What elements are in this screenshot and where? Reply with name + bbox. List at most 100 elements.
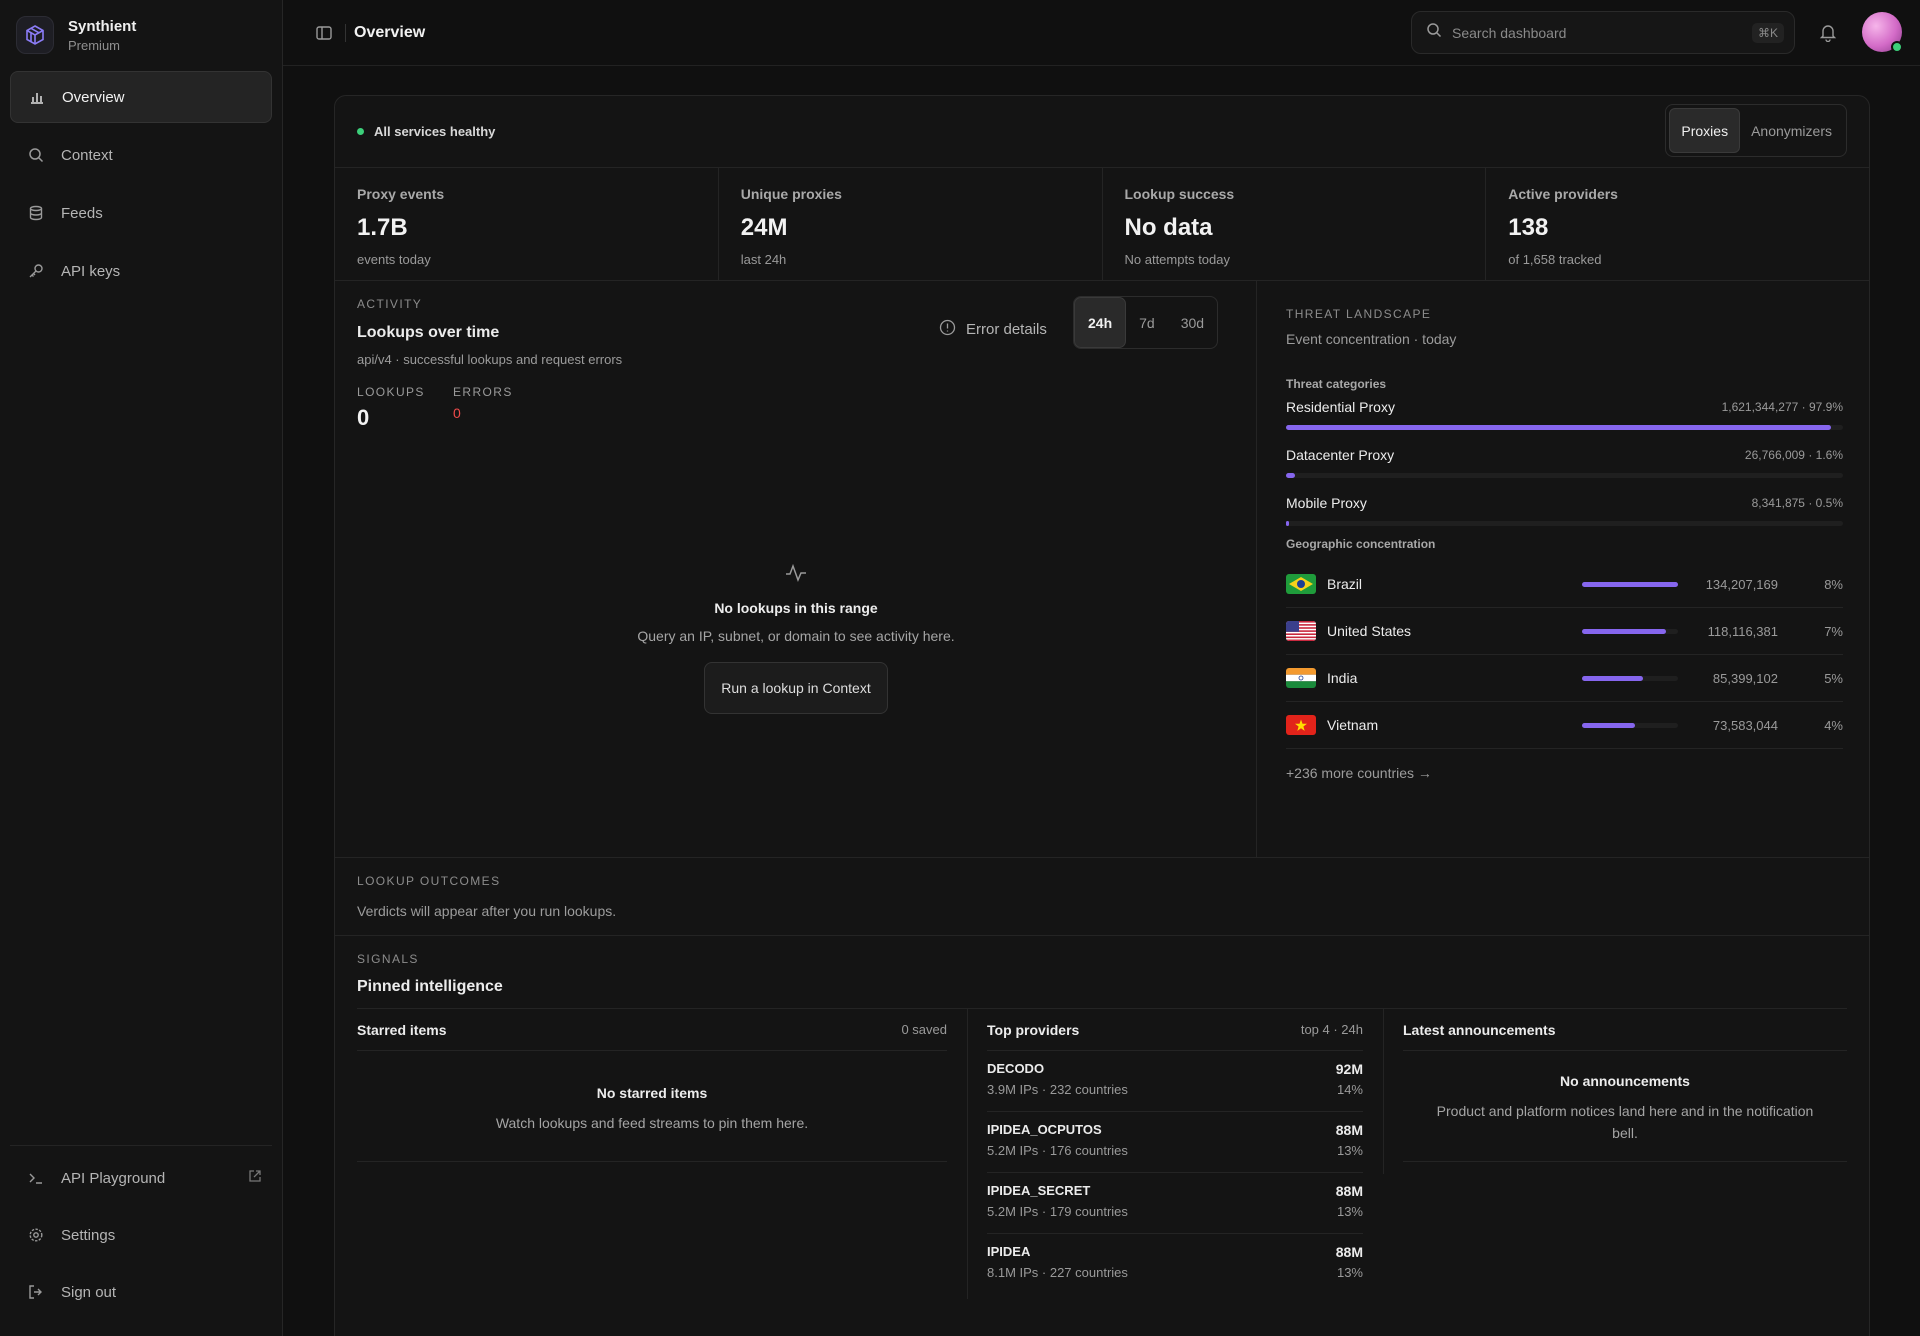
empty-title: No starred items: [596, 1085, 708, 1101]
provider-sub: 3.9M IPs · 232 countries: [987, 1082, 1128, 1097]
provider-pct: 13%: [1336, 1265, 1363, 1280]
country-bar: [1582, 676, 1678, 681]
kpi-sub: events today: [357, 252, 431, 267]
metric-value: 0: [357, 405, 370, 430]
country-row-brazil[interactable]: Brazil 134,207,169 8%: [1286, 561, 1843, 608]
category-name: Residential Proxy: [1286, 399, 1395, 415]
provider-name: DECODO: [987, 1061, 1045, 1076]
range-30d[interactable]: 30d: [1180, 314, 1205, 331]
country-name: United States: [1327, 623, 1412, 639]
country-pct: 7%: [1824, 623, 1843, 639]
provider-row[interactable]: DECODO 3.9M IPs · 232 countries 92M 14%: [987, 1051, 1363, 1112]
kpi-lookup-success: Lookup success No data No attempts today: [1103, 168, 1487, 280]
activity-pulse-icon: [335, 563, 1257, 588]
kpi-proxy-events: Proxy events 1.7B events today: [335, 168, 719, 280]
online-status-dot: [1891, 41, 1903, 53]
provider-row[interactable]: IPIDEA 8.1M IPs · 227 countries 88M 13%: [987, 1234, 1363, 1295]
sidebar-toggle-icon[interactable]: [315, 24, 333, 42]
sidebar-item-sign-out[interactable]: Sign out: [10, 1266, 272, 1318]
sidebar-item-api-keys[interactable]: API keys: [10, 245, 272, 297]
sidebar-item-context[interactable]: Context: [10, 129, 272, 181]
sidebar-item-label: Sign out: [61, 1283, 117, 1301]
card-title: Starred items: [357, 1021, 447, 1038]
info-circle-icon: [939, 319, 956, 340]
country-bar: [1582, 582, 1678, 587]
lookup-outcomes-section: LOOKUP OUTCOMES Verdicts will appear aft…: [335, 858, 1869, 936]
empty-state: No announcements Product and platform no…: [1403, 1051, 1847, 1162]
signals-columns: Starred items 0 saved No starred items W…: [357, 1008, 1847, 1313]
avatar[interactable]: [1862, 12, 1903, 53]
kpi-row: Proxy events 1.7B events today Unique pr…: [335, 168, 1869, 281]
brand[interactable]: Synthient Premium: [16, 16, 136, 54]
divider: [345, 23, 346, 42]
more-countries-link[interactable]: +236 more countries →: [1286, 765, 1432, 781]
card-title: Top providers: [987, 1021, 1080, 1038]
column-divider: [1383, 1009, 1384, 1174]
sidebar-item-label: Feeds: [61, 204, 103, 222]
empty-title: No announcements: [1560, 1073, 1690, 1089]
vietnam-flag-icon: [1286, 715, 1316, 735]
category-bar-fill: [1286, 425, 1832, 430]
metric-label: LOOKUPS: [357, 385, 425, 399]
middle-section: ACTIVITY Lookups over time api/v4 · succ…: [335, 281, 1869, 858]
kpi-label: Proxy events: [357, 186, 445, 202]
card-header: Starred items 0 saved: [357, 1009, 947, 1051]
provider-value: 88M: [1335, 1244, 1363, 1260]
sidebar-item-label: Overview: [62, 88, 125, 106]
sidebar-item-api-playground[interactable]: API Playground: [10, 1152, 272, 1204]
sidebar-bottom-nav: API Playground Settings Sign out: [10, 1145, 272, 1323]
category-name: Datacenter Proxy: [1286, 447, 1395, 463]
brazil-flag-icon: [1286, 574, 1316, 594]
errors-metric: ERRORS 0: [453, 385, 513, 421]
country-bar-fill: [1582, 676, 1644, 681]
activity-card: ACTIVITY Lookups over time api/v4 · succ…: [335, 281, 1257, 857]
kpi-value: 138: [1508, 214, 1549, 241]
run-lookup-button[interactable]: Run a lookup in Context: [704, 662, 888, 714]
provider-sub: 8.1M IPs · 227 countries: [987, 1265, 1128, 1280]
country-row-united-states[interactable]: United States 118,116,381 7%: [1286, 608, 1843, 655]
provider-row[interactable]: IPIDEA_OCPUTOS 5.2M IPs · 176 countries …: [987, 1112, 1363, 1173]
search-box[interactable]: ⌘K: [1411, 11, 1795, 54]
error-details-label: Error details: [966, 321, 1047, 338]
category-value: 8,341,875 · 0.5%: [1751, 496, 1843, 510]
bell-icon[interactable]: [1818, 22, 1838, 43]
provider-pct: 13%: [1336, 1204, 1363, 1219]
threat-categories-label: Threat categories: [1286, 377, 1387, 391]
kpi-label: Unique proxies: [740, 186, 842, 202]
provider-value: 92M: [1335, 1061, 1363, 1077]
range-24h[interactable]: 24h: [1074, 297, 1127, 348]
tab-anonymizers[interactable]: Anonymizers: [1751, 122, 1832, 139]
country-row-india[interactable]: India 85,399,102 5%: [1286, 655, 1843, 702]
empty-subtitle: Query an IP, subnet, or domain to see ac…: [637, 628, 955, 644]
provider-row[interactable]: IPIDEA_SECRET 5.2M IPs · 179 countries 8…: [987, 1173, 1363, 1234]
sidebar-item-feeds[interactable]: Feeds: [10, 187, 272, 239]
threat-subtitle: Event concentration · today: [1286, 331, 1457, 347]
search-input[interactable]: [1452, 24, 1732, 41]
sidebar-item-settings[interactable]: Settings: [10, 1209, 272, 1261]
gear-icon: [27, 1226, 45, 1244]
country-bar-fill: [1582, 629, 1667, 634]
category-bar: [1286, 473, 1843, 478]
section-eyebrow: ACTIVITY: [357, 297, 423, 311]
sidebar-item-overview[interactable]: Overview: [10, 71, 272, 123]
signals-section: SIGNALS Pinned intelligence Starred item…: [335, 936, 1869, 1299]
sidebar-nav: Overview Context Feeds API keys: [10, 71, 272, 303]
starred-items-card: Starred items 0 saved No starred items W…: [357, 1009, 947, 1313]
country-name: Vietnam: [1327, 717, 1379, 733]
error-details-button[interactable]: Error details: [939, 319, 1047, 340]
empty-subtitle: Product and platform notices land here a…: [1436, 1103, 1814, 1141]
section-eyebrow: SIGNALS: [357, 952, 419, 966]
tab-proxies[interactable]: Proxies: [1669, 108, 1741, 153]
country-bar-fill: [1582, 723, 1635, 728]
shortcut-badge: ⌘K: [1751, 23, 1784, 43]
country-row-vietnam[interactable]: Vietnam 73,583,044 4%: [1286, 702, 1843, 749]
country-bar: [1582, 723, 1678, 728]
range-7d[interactable]: 7d: [1139, 314, 1155, 331]
range-selector: 24h 7d 30d: [1073, 296, 1219, 349]
database-icon: [27, 204, 45, 222]
category-bar: [1286, 521, 1843, 526]
country-pct: 8%: [1824, 576, 1843, 592]
provider-name: IPIDEA: [987, 1244, 1031, 1259]
empty-subtitle: Watch lookups and feed streams to pin th…: [495, 1115, 809, 1131]
threat-categories-list: Residential Proxy 1,621,344,277 · 97.9% …: [1286, 399, 1843, 535]
